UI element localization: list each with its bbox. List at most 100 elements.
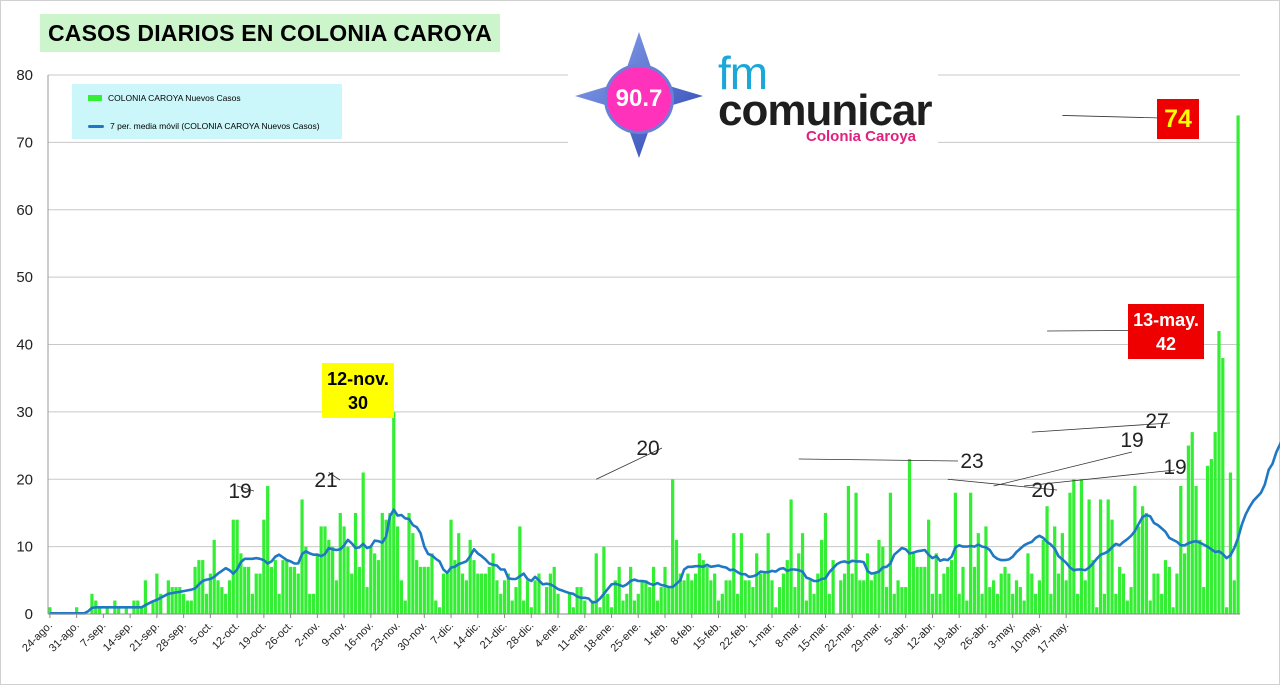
- daily-cases-bar: [208, 573, 212, 614]
- daily-cases-bar: [812, 593, 816, 614]
- annotation-leader: [237, 485, 255, 492]
- daily-cases-bar: [537, 573, 541, 614]
- daily-cases-bar: [858, 580, 862, 614]
- legend: COLONIA CAROYA Nuevos Casos 7 per. media…: [72, 84, 342, 139]
- daily-cases-bar: [583, 600, 587, 614]
- daily-cases-bar: [434, 600, 438, 614]
- daily-cases-bar: [693, 573, 698, 614]
- daily-cases-bar: [315, 553, 319, 614]
- brand-city: Colonia Caroya: [806, 128, 917, 145]
- annotation-label: 19: [228, 480, 251, 503]
- daily-cases-bar: [1213, 432, 1217, 614]
- daily-cases-bar: [323, 526, 327, 614]
- daily-cases-bar: [846, 485, 851, 614]
- daily-cases-bar: [686, 573, 690, 614]
- daily-cases-bar: [609, 607, 614, 614]
- daily-cases-bar: [697, 553, 702, 614]
- daily-cases-bar: [1095, 607, 1099, 614]
- daily-cases-bar: [636, 593, 640, 614]
- daily-cases-bar: [273, 560, 277, 614]
- daily-cases-bar: [1068, 492, 1072, 614]
- daily-cases-bar: [938, 593, 942, 614]
- brand-name: comunicar: [718, 86, 933, 135]
- daily-cases-bar: [1167, 566, 1171, 614]
- daily-cases-bar: [117, 607, 121, 614]
- daily-cases-bar: [514, 587, 518, 614]
- daily-cases-bar: [911, 553, 915, 614]
- daily-cases-bar: [1133, 485, 1137, 614]
- daily-cases-bar: [907, 459, 912, 614]
- x-tick-label: 31-ago.: [47, 620, 82, 655]
- y-tick-label: 80: [16, 67, 33, 84]
- daily-cases-bar: [969, 492, 973, 614]
- daily-cases-bar: [965, 600, 969, 614]
- daily-cases-bar: [476, 573, 480, 614]
- daily-cases-bar: [621, 600, 625, 614]
- y-tick-label: 20: [16, 471, 33, 488]
- legend-label-line: 7 per. media móvil (COLONIA CAROYA Nuevo…: [110, 121, 320, 131]
- legend-swatch-line: [88, 124, 104, 128]
- x-tick-label: 21-dic.: [478, 620, 510, 652]
- daily-cases-bar: [827, 593, 831, 614]
- daily-cases-bar: [716, 600, 721, 614]
- daily-cases-bar: [415, 560, 419, 614]
- daily-cases-bar: [426, 566, 430, 614]
- annotation-leader: [596, 447, 663, 480]
- y-tick-label: 60: [16, 202, 33, 219]
- daily-cases-bar: [90, 593, 94, 614]
- daily-cases-bar: [865, 553, 870, 614]
- daily-cases-bar: [789, 499, 793, 614]
- daily-cases-bar: [445, 573, 449, 614]
- daily-cases-bar: [201, 560, 205, 614]
- daily-cases-bar: [884, 587, 889, 614]
- daily-cases-bar: [644, 580, 648, 614]
- daily-cases-bar: [399, 580, 404, 614]
- daily-cases-bar: [1225, 607, 1229, 614]
- daily-cases-bar: [220, 587, 224, 614]
- daily-cases-bar: [942, 573, 946, 614]
- daily-cases-bar: [934, 553, 938, 614]
- callout-13-may-value: 42: [1155, 333, 1177, 354]
- daily-cases-bar: [793, 587, 797, 614]
- daily-cases-bar: [598, 607, 602, 614]
- daily-cases-bar: [1072, 479, 1076, 614]
- daily-cases-bar: [185, 600, 190, 614]
- daily-cases-bar: [407, 512, 411, 614]
- daily-cases-bar: [1163, 560, 1168, 614]
- x-tick-label: 1-mar.: [747, 620, 778, 651]
- daily-cases-bar: [678, 573, 682, 614]
- daily-cases-bar: [1144, 512, 1149, 614]
- daily-cases-bar: [957, 593, 961, 614]
- daily-cases-bar: [1007, 573, 1011, 614]
- daily-cases-bar: [1148, 600, 1152, 614]
- daily-cases-bar: [1114, 593, 1118, 614]
- daily-cases-bar: [350, 573, 354, 614]
- daily-cases-bar: [480, 573, 484, 614]
- daily-cases-bar: [1106, 499, 1110, 614]
- daily-cases-bar: [342, 526, 346, 614]
- y-tick-label: 70: [16, 134, 33, 151]
- daily-cases-bar: [571, 607, 575, 614]
- daily-cases-bar: [166, 580, 170, 614]
- daily-cases-bar: [178, 587, 182, 614]
- daily-cases-bar: [1098, 499, 1103, 614]
- daily-cases-bar: [1056, 573, 1061, 614]
- x-tick-label: 28-sep.: [154, 620, 188, 654]
- daily-cases-bar: [575, 587, 579, 614]
- daily-cases-bar: [262, 519, 266, 614]
- daily-cases-bar: [1198, 539, 1202, 614]
- callout-12-nov: 12-nov. 30: [322, 363, 394, 418]
- daily-cases-bar: [522, 600, 526, 614]
- daily-cases-bar: [839, 580, 843, 614]
- daily-cases-bar: [395, 526, 400, 614]
- daily-cases-bar: [724, 580, 728, 614]
- daily-cases-bar: [713, 573, 717, 614]
- daily-cases-bar: [254, 573, 258, 614]
- daily-cases-bar: [762, 573, 766, 614]
- annotation-label: 19: [1163, 456, 1186, 479]
- daily-cases-bar: [1079, 479, 1084, 614]
- daily-cases-bar: [182, 593, 186, 614]
- daily-cases-bar: [632, 600, 637, 614]
- daily-cases-bar: [904, 587, 908, 614]
- daily-cases-bar: [671, 479, 675, 614]
